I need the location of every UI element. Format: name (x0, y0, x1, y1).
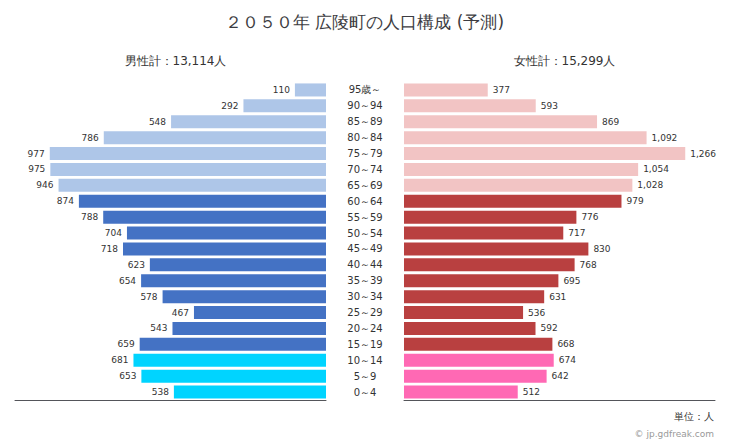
svg-text:25～29: 25～29 (347, 307, 382, 318)
svg-text:292: 292 (221, 101, 238, 111)
svg-text:593: 593 (541, 101, 558, 111)
svg-text:946: 946 (36, 180, 53, 190)
svg-text:85～89: 85～89 (347, 116, 382, 127)
svg-text:704: 704 (105, 228, 122, 238)
svg-text:512: 512 (523, 387, 540, 397)
svg-text:642: 642 (552, 371, 569, 381)
svg-text:90～94: 90～94 (347, 100, 382, 111)
svg-text:10～14: 10～14 (347, 355, 382, 366)
svg-text:830: 830 (593, 244, 610, 254)
svg-text:1,092: 1,092 (652, 133, 678, 143)
svg-text:377: 377 (493, 85, 510, 95)
svg-text:975: 975 (28, 164, 45, 174)
svg-text:536: 536 (528, 308, 545, 318)
svg-text:979: 979 (626, 196, 643, 206)
svg-text:5～9: 5～9 (354, 371, 377, 382)
svg-text:786: 786 (82, 133, 99, 143)
svg-text:869: 869 (602, 117, 619, 127)
svg-text:718: 718 (101, 244, 118, 254)
svg-text:50～54: 50～54 (347, 228, 382, 239)
svg-text:男性計：13,114人: 男性計：13,114人 (125, 54, 227, 68)
svg-text:70～74: 70～74 (347, 164, 382, 175)
svg-text:788: 788 (81, 212, 98, 222)
svg-text:40～44: 40～44 (347, 259, 382, 270)
svg-text:653: 653 (119, 371, 136, 381)
svg-text:女性計：15,299人: 女性計：15,299人 (514, 54, 616, 68)
svg-text:20～24: 20～24 (347, 323, 382, 334)
svg-text:1,054: 1,054 (643, 164, 669, 174)
svg-text:776: 776 (581, 212, 598, 222)
svg-text:60～64: 60～64 (347, 196, 382, 207)
svg-text:45～49: 45～49 (347, 243, 382, 254)
svg-text:717: 717 (568, 228, 585, 238)
svg-text:659: 659 (117, 339, 134, 349)
svg-text:543: 543 (150, 323, 167, 333)
svg-text:623: 623 (128, 260, 145, 270)
svg-text:668: 668 (557, 339, 574, 349)
svg-text:1,266: 1,266 (690, 149, 716, 159)
svg-text:30～34: 30～34 (347, 291, 382, 302)
svg-text:538: 538 (152, 387, 169, 397)
svg-text:1,028: 1,028 (637, 180, 663, 190)
svg-text:874: 874 (57, 196, 74, 206)
svg-text:467: 467 (172, 308, 189, 318)
svg-text:２０５０年 広陵町の人口構成 (予測): ２０５０年 広陵町の人口構成 (予測) (225, 12, 504, 32)
svg-text:768: 768 (580, 260, 597, 270)
svg-text:977: 977 (28, 149, 45, 159)
svg-text:0～4: 0～4 (354, 387, 377, 398)
svg-text:55～59: 55～59 (347, 212, 382, 223)
svg-text:674: 674 (559, 355, 576, 365)
svg-text:578: 578 (140, 292, 157, 302)
svg-text:15～19: 15～19 (347, 339, 382, 350)
svg-text:65～69: 65～69 (347, 180, 382, 191)
svg-text:548: 548 (149, 117, 166, 127)
svg-text:80～84: 80～84 (347, 132, 382, 143)
svg-text:695: 695 (563, 276, 580, 286)
svg-text:単位：人: 単位：人 (674, 411, 714, 422)
svg-text:© jp.gdfreak.com: © jp.gdfreak.com (635, 429, 714, 439)
svg-text:35～39: 35～39 (347, 275, 382, 286)
svg-text:654: 654 (119, 276, 136, 286)
svg-text:681: 681 (111, 355, 128, 365)
svg-text:110: 110 (273, 85, 290, 95)
svg-text:75～79: 75～79 (347, 148, 382, 159)
svg-text:592: 592 (541, 323, 558, 333)
svg-text:95歳～: 95歳～ (349, 84, 382, 95)
svg-text:631: 631 (549, 292, 566, 302)
